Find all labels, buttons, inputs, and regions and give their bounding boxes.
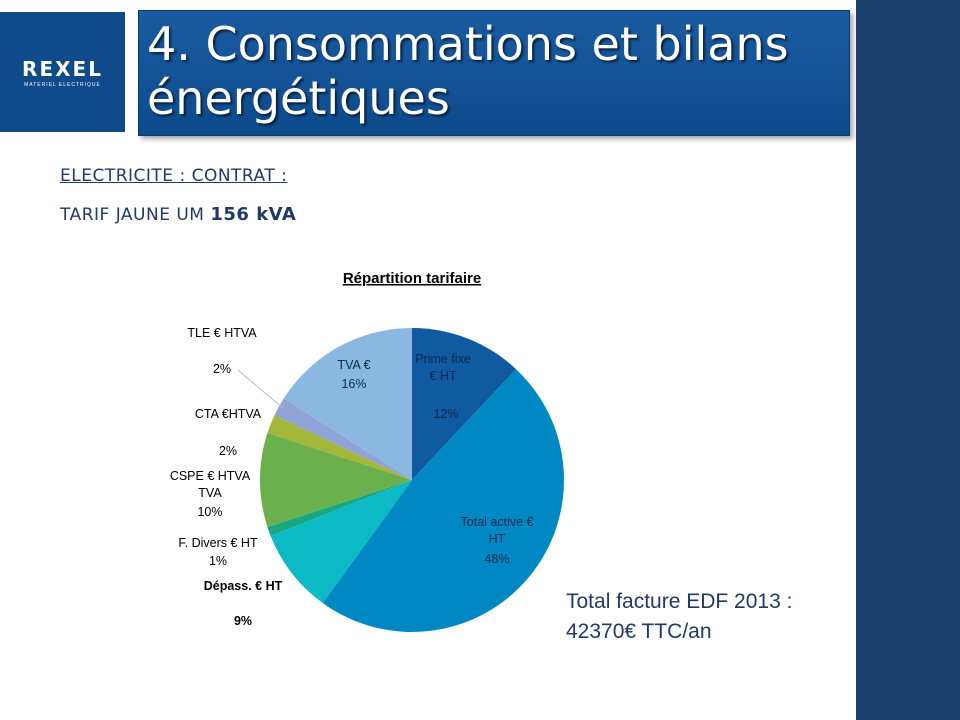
total-bill: Total facture EDF 2013 : 42370€ TTC/an: [566, 587, 792, 647]
data-label-depass-ht: Dépass. € HT: [204, 579, 283, 593]
logo-text: REXEL: [22, 56, 103, 81]
total-line-2: 42370€ TTC/an: [566, 620, 712, 643]
logo: REXEL MATERIEL ELECTRIQUE: [0, 12, 125, 132]
pie-labels: Prime fixe € HT 12% Total active € HT 48% Dépa…: [170, 326, 534, 628]
data-label-cspe-htva-tva-2: TVA: [198, 486, 222, 500]
data-label-total-active-ht-2: HT: [489, 532, 506, 546]
title-line-2: énergétiques: [147, 71, 450, 125]
data-label-pct-cta-htva: 2%: [219, 444, 237, 458]
chart-title: Répartition tarifaire: [343, 270, 481, 287]
data-label-pct-depass-ht: 9%: [234, 614, 252, 628]
pie-slice-tva: [283, 328, 412, 480]
data-label-pct-prime-fixe-ht: 12%: [433, 407, 458, 421]
data-label-total-active-ht: Total active €: [461, 515, 534, 529]
total-line-1: Total facture EDF 2013 :: [566, 590, 793, 613]
tariff-power: 156 kVA: [210, 204, 297, 225]
pie-slice-depass-ht: [270, 480, 412, 603]
data-label-pct-total-active-ht: 48%: [484, 552, 509, 566]
pie-slice-f-divers-ht: [267, 480, 412, 536]
pie-slice-cta-htva: [267, 415, 412, 480]
data-label-prime-fixe-ht-2: € HT: [429, 369, 456, 383]
pie-slice-prime-fixe-ht: [412, 328, 517, 480]
contract-heading: ELECTRICITE : CONTRAT :: [60, 166, 288, 186]
page-title: 4. Consommations et bilans énergétiques: [147, 17, 837, 125]
data-label-pct-f-divers-ht: 1%: [209, 554, 227, 568]
data-label-prime-fixe-ht: Prime fixe: [415, 352, 471, 366]
sidebar-band: [856, 0, 960, 720]
data-label-pct-cspe-htva-tva: 10%: [197, 505, 222, 519]
pie-slice-cspe-htva-tva: [260, 433, 412, 527]
data-label-pct-tva: 16%: [341, 377, 366, 391]
data-label-pct-tle-htva: 2%: [213, 362, 231, 376]
pie-slice-total-active-ht: [322, 369, 564, 632]
data-label-cspe-htva-tva: CSPE € HTVA: [170, 469, 251, 483]
leader-line-tle: [237, 369, 284, 409]
data-label-tle-htva: TLE € HTVA: [187, 326, 257, 340]
data-label-tva: TVA €: [337, 358, 370, 372]
pie-chart: Répartition tarifaire Prime fixe € HT 12% T…: [170, 270, 564, 632]
data-label-cta-htva: CTA €HTVA: [195, 407, 262, 421]
tariff-prefix: TARIF JAUNE UM: [60, 205, 211, 225]
pie-slice-tle-htva: [274, 398, 412, 480]
pie-slices: [260, 328, 564, 632]
title-banner: 4. Consommations et bilans énergétiques: [138, 10, 850, 136]
data-label-f-divers-ht: F. Divers € HT: [178, 536, 258, 550]
title-line-1: 4. Consommations et bilans: [147, 17, 789, 71]
logo-subtitle: MATERIEL ELECTRIQUE: [24, 81, 101, 88]
contract-tariff: TARIF JAUNE UM 156 kVA: [60, 204, 296, 225]
